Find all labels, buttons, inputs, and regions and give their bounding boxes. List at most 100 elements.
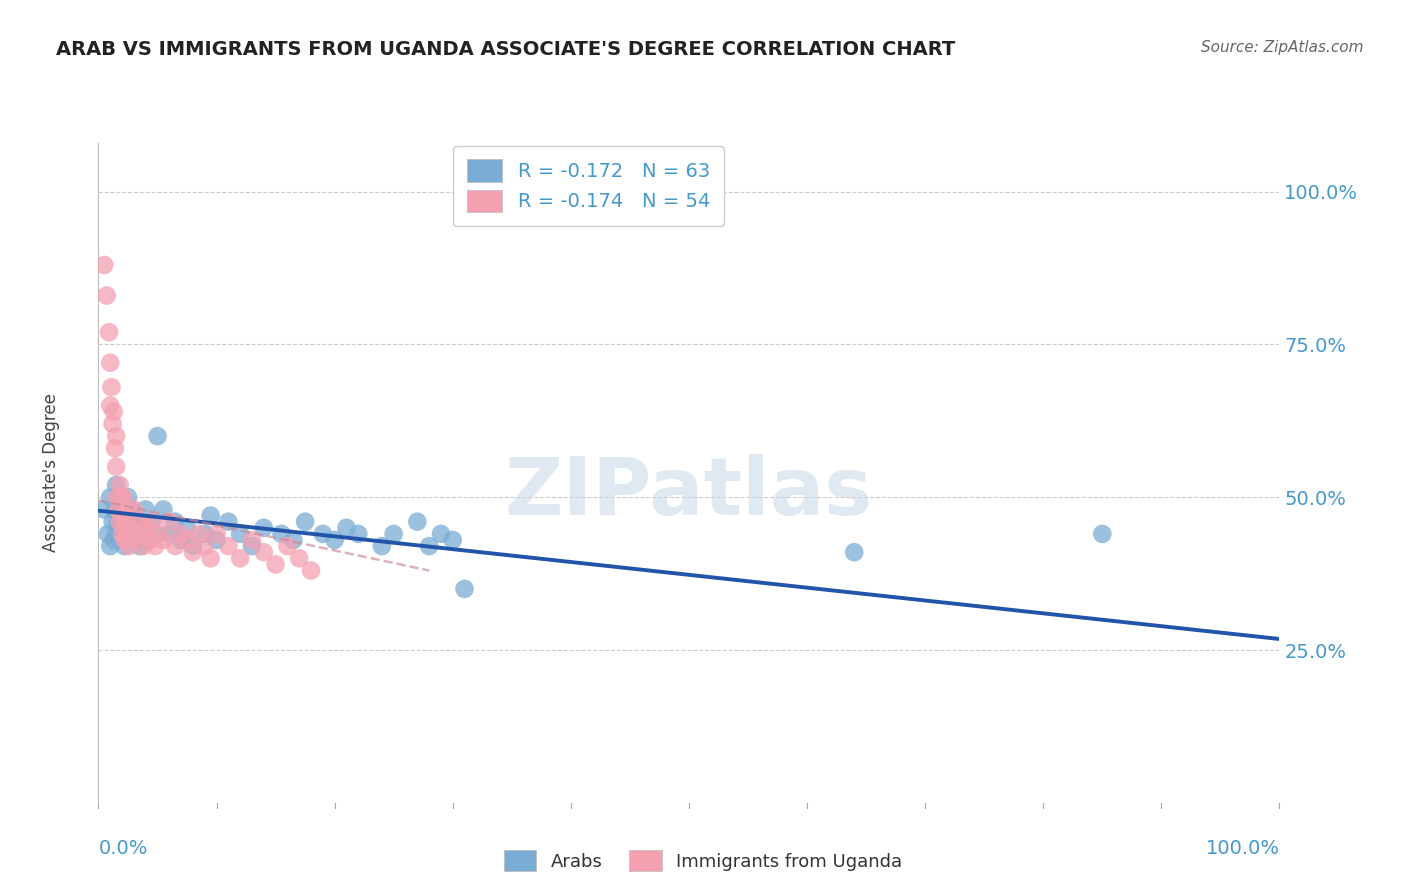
- Point: [205, 533, 228, 547]
- Point: [143, 539, 166, 553]
- Point: [111, 508, 134, 523]
- Point: [105, 429, 128, 443]
- Point: [120, 502, 142, 516]
- Legend: Arabs, Immigrants from Uganda: Arabs, Immigrants from Uganda: [496, 843, 910, 879]
- Point: [98, 399, 121, 413]
- Point: [101, 515, 124, 529]
- Text: ARAB VS IMMIGRANTS FROM UGANDA ASSOCIATE'S DEGREE CORRELATION CHART: ARAB VS IMMIGRANTS FROM UGANDA ASSOCIATE…: [56, 40, 956, 59]
- Point: [112, 521, 135, 535]
- Point: [288, 551, 311, 566]
- Point: [382, 527, 405, 541]
- Point: [122, 508, 145, 523]
- Point: [107, 502, 129, 516]
- Point: [229, 551, 252, 566]
- Point: [229, 527, 252, 541]
- Point: [112, 490, 135, 504]
- Point: [121, 527, 143, 541]
- Point: [93, 258, 115, 272]
- Point: [105, 490, 128, 504]
- Point: [101, 417, 124, 431]
- Text: Source: ZipAtlas.com: Source: ZipAtlas.com: [1201, 40, 1364, 55]
- Point: [111, 527, 134, 541]
- Point: [299, 564, 322, 578]
- Point: [118, 533, 141, 547]
- Point: [98, 356, 121, 370]
- Point: [132, 539, 155, 553]
- Point: [141, 515, 163, 529]
- Point: [103, 533, 125, 547]
- Point: [110, 508, 132, 523]
- Point: [170, 527, 193, 541]
- Point: [441, 533, 464, 547]
- Point: [98, 325, 121, 339]
- Point: [146, 527, 169, 541]
- Point: [844, 545, 866, 559]
- Point: [240, 533, 263, 547]
- Point: [98, 490, 121, 504]
- Point: [181, 539, 204, 553]
- Point: [146, 429, 169, 443]
- Point: [100, 380, 122, 394]
- Point: [105, 527, 128, 541]
- Text: Associate's Degree: Associate's Degree: [42, 393, 60, 552]
- Point: [128, 515, 150, 529]
- Point: [108, 515, 131, 529]
- Point: [96, 288, 118, 302]
- Point: [253, 545, 276, 559]
- Point: [136, 533, 159, 547]
- Point: [125, 527, 148, 541]
- Point: [108, 478, 131, 492]
- Point: [276, 539, 298, 553]
- Point: [347, 527, 370, 541]
- Point: [157, 527, 180, 541]
- Point: [98, 539, 121, 553]
- Point: [294, 515, 316, 529]
- Point: [105, 478, 128, 492]
- Point: [118, 539, 141, 553]
- Legend: R = -0.172   N = 63, R = -0.174   N = 54: R = -0.172 N = 63, R = -0.174 N = 54: [454, 145, 724, 226]
- Point: [135, 502, 157, 516]
- Point: [131, 521, 153, 535]
- Point: [122, 502, 145, 516]
- Point: [138, 533, 160, 547]
- Text: ZIPatlas: ZIPatlas: [505, 453, 873, 532]
- Point: [125, 533, 148, 547]
- Point: [1091, 527, 1114, 541]
- Point: [152, 502, 174, 516]
- Point: [264, 558, 287, 572]
- Point: [143, 527, 166, 541]
- Point: [115, 533, 138, 547]
- Point: [253, 521, 276, 535]
- Point: [114, 508, 136, 523]
- Point: [110, 490, 132, 504]
- Point: [205, 527, 228, 541]
- Point: [335, 521, 357, 535]
- Point: [165, 539, 187, 553]
- Point: [121, 533, 143, 547]
- Point: [128, 539, 150, 553]
- Point: [105, 459, 128, 474]
- Point: [200, 551, 222, 566]
- Point: [93, 502, 115, 516]
- Point: [108, 533, 131, 547]
- Point: [115, 527, 138, 541]
- Point: [135, 521, 157, 535]
- Point: [141, 515, 163, 529]
- Point: [371, 539, 394, 553]
- Point: [127, 515, 149, 529]
- Point: [111, 502, 134, 516]
- Point: [97, 527, 120, 541]
- Point: [112, 533, 135, 547]
- Point: [453, 582, 475, 596]
- Point: [187, 527, 209, 541]
- Point: [270, 527, 292, 541]
- Point: [117, 502, 139, 516]
- Point: [283, 533, 305, 547]
- Point: [114, 515, 136, 529]
- Point: [117, 490, 139, 504]
- Point: [157, 515, 180, 529]
- Point: [176, 521, 198, 535]
- Point: [165, 515, 187, 529]
- Point: [181, 545, 204, 559]
- Point: [104, 442, 127, 456]
